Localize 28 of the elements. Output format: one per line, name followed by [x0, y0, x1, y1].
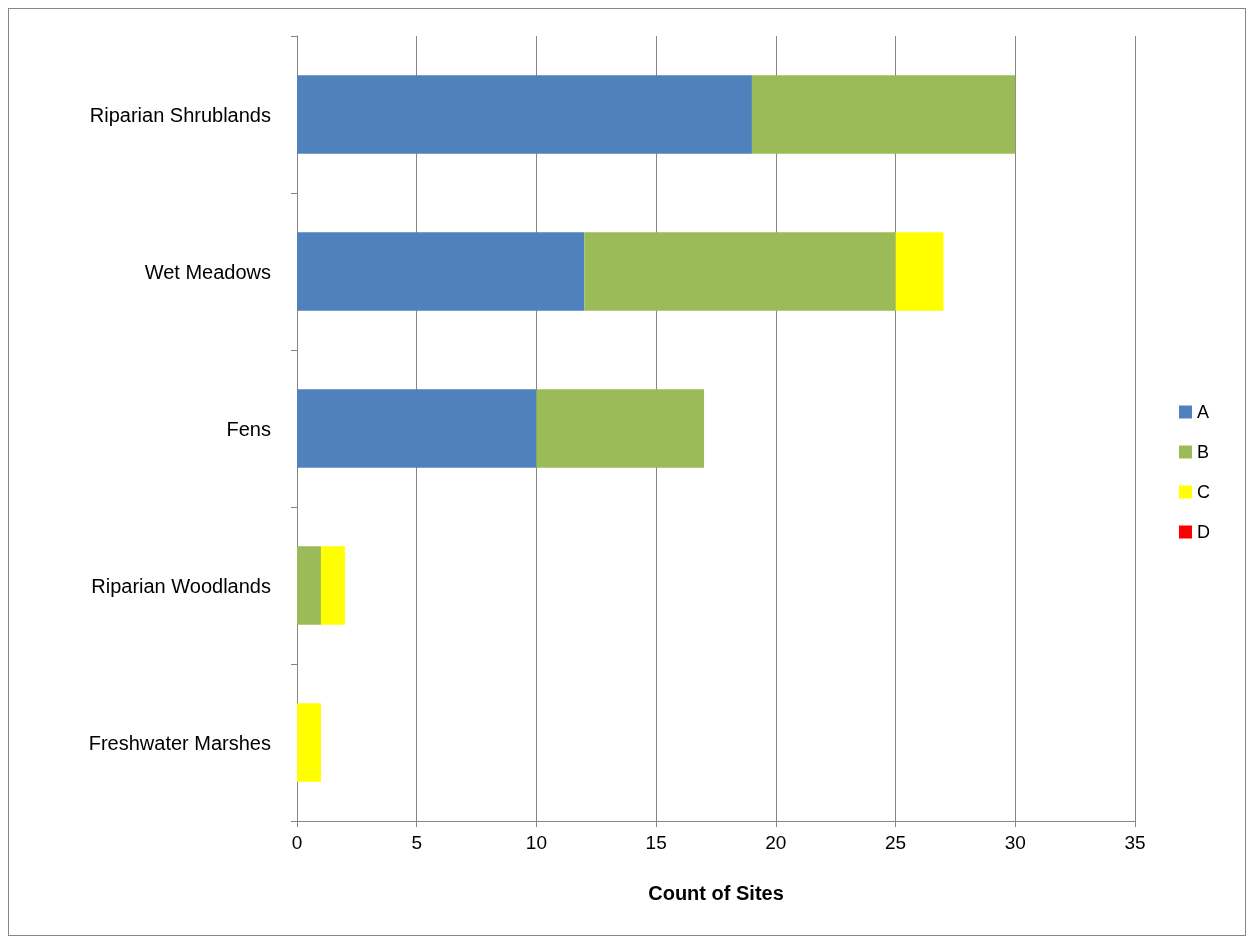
y-tick-label: Wet Meadows — [144, 260, 271, 283]
bar — [751, 75, 1016, 154]
bar — [584, 232, 896, 311]
bar — [297, 546, 321, 625]
bar — [536, 389, 705, 468]
x-tick-label: 10 — [525, 832, 547, 853]
x-tick-label: 15 — [645, 832, 667, 853]
y-tick-label: Fens — [226, 417, 271, 440]
x-tick-label: 35 — [1124, 832, 1146, 853]
legend-label: C — [1197, 482, 1210, 502]
legend-label: A — [1197, 402, 1210, 422]
bar — [297, 75, 752, 154]
bar — [297, 232, 585, 311]
y-tick-label: Riparian Shrublands — [89, 103, 271, 126]
x-axis-title: Count of Sites — [648, 882, 784, 904]
bar — [297, 389, 537, 468]
x-tick-label: 0 — [291, 832, 303, 853]
x-tick-label: 25 — [885, 832, 907, 853]
x-tick-label: 30 — [1004, 832, 1026, 853]
x-tick-label: 20 — [765, 832, 787, 853]
legend-label: B — [1197, 442, 1210, 462]
y-tick-label: Riparian Woodlands — [91, 574, 271, 597]
y-tick-label: Freshwater Marshes — [88, 731, 271, 754]
bar — [895, 232, 944, 311]
x-tick-label: 5 — [411, 832, 422, 853]
legend-label: D — [1197, 522, 1210, 542]
bar — [320, 546, 345, 625]
bar — [297, 703, 321, 782]
